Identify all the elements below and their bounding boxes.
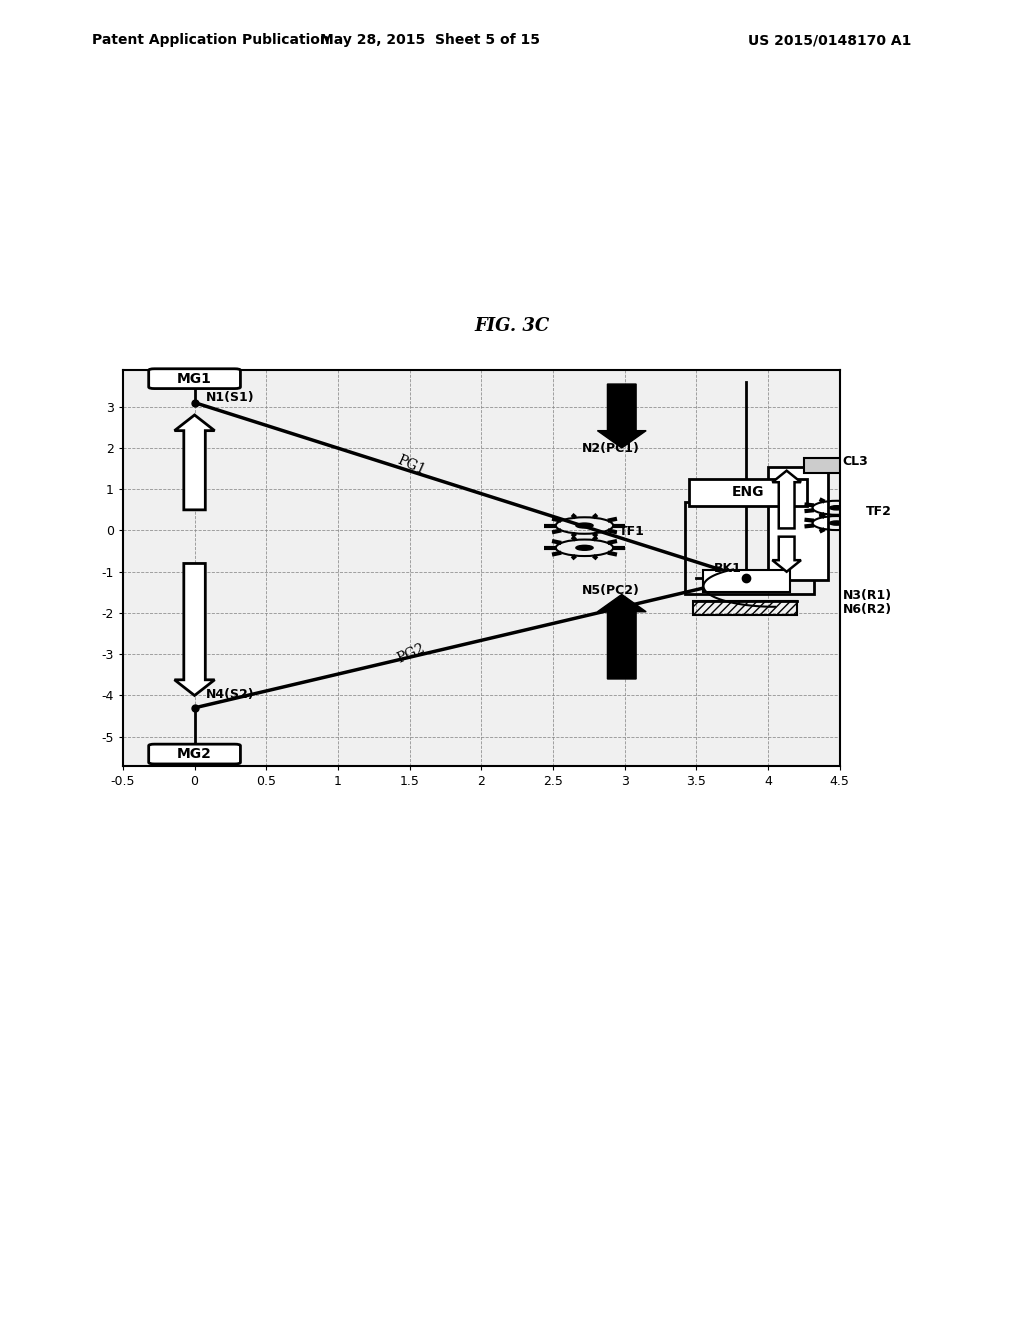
Bar [768,466,828,579]
Circle shape [829,506,844,510]
Bar [804,458,840,473]
Text: Patent Application Publication: Patent Application Publication [92,33,330,48]
Text: N2(PC1): N2(PC1) [582,442,640,455]
FancyArrow shape [597,594,646,678]
Text: PG2: PG2 [395,640,428,665]
FancyArrow shape [174,414,215,510]
FancyArrow shape [174,564,215,696]
Text: N1(S1): N1(S1) [206,391,255,404]
Text: US 2015/0148170 A1: US 2015/0148170 A1 [748,33,911,48]
FancyArrow shape [772,537,801,572]
Text: BK1: BK1 [714,562,741,574]
Bar [685,502,814,594]
Text: CL3: CL3 [843,455,868,469]
Text: N4(S2): N4(S2) [206,688,255,701]
Text: ENG: ENG [732,486,764,499]
Text: N6(R2): N6(R2) [843,603,892,616]
FancyArrow shape [772,471,801,528]
Bar [703,570,790,593]
Bar [689,479,807,506]
Text: N5(PC2): N5(PC2) [582,585,640,598]
Circle shape [829,521,844,525]
Text: MG1: MG1 [177,372,212,385]
Text: PG1: PG1 [395,453,428,478]
FancyBboxPatch shape [148,368,241,388]
Text: May 28, 2015  Sheet 5 of 15: May 28, 2015 Sheet 5 of 15 [321,33,540,48]
Text: FIG. 3C: FIG. 3C [474,317,550,335]
Text: N3(R1): N3(R1) [843,589,892,602]
Text: TF1: TF1 [618,524,645,537]
Text: TF2: TF2 [865,504,891,517]
Bar [693,601,797,615]
FancyArrow shape [597,384,646,447]
Text: MG2: MG2 [177,747,212,762]
Circle shape [575,523,593,528]
FancyBboxPatch shape [148,744,241,764]
Circle shape [575,545,593,550]
